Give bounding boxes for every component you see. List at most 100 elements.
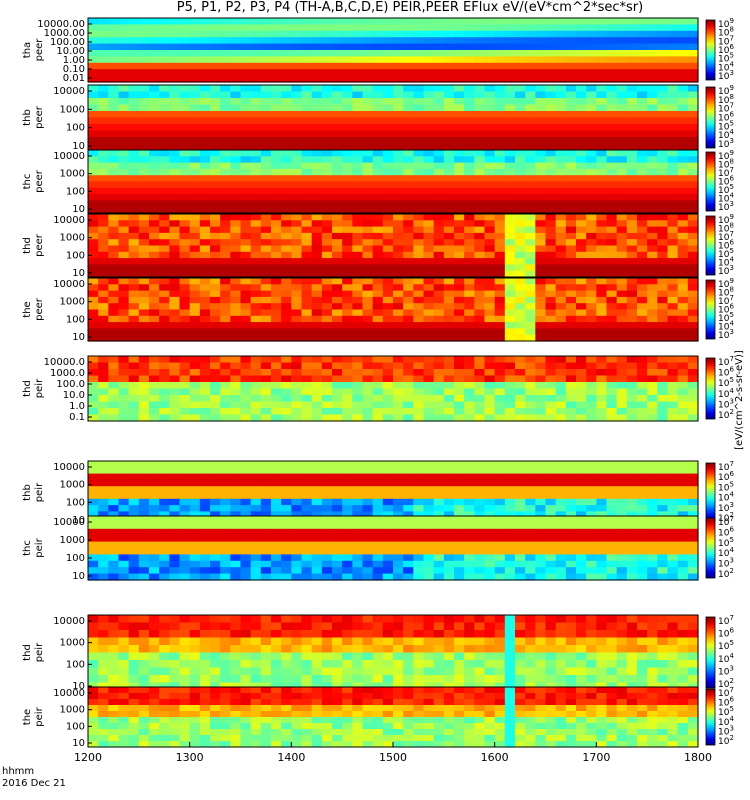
heatmap-cell — [240, 130, 252, 138]
heatmap-cell — [98, 50, 109, 57]
heatmap-cell — [179, 560, 191, 568]
heatmap-cell — [179, 270, 191, 278]
heatmap-cell — [576, 375, 587, 383]
heatmap-cell — [504, 124, 516, 132]
heatmap-cell — [626, 232, 638, 240]
heatmap-cell — [118, 541, 130, 549]
heatmap-cell — [128, 290, 140, 298]
heatmap-cell — [220, 414, 231, 422]
heatmap-cell — [423, 270, 435, 278]
heatmap-cell — [443, 303, 455, 311]
heatmap-cell — [515, 214, 526, 221]
heatmap-cell — [169, 567, 181, 575]
heatmap-cell — [138, 85, 150, 93]
y-tick-label: 100 — [66, 123, 85, 134]
heatmap-cell — [291, 226, 303, 234]
heatmap-cell — [260, 522, 272, 530]
heatmap-cell — [372, 296, 384, 304]
heatmap-cell — [555, 18, 567, 25]
heatmap-cell — [555, 75, 567, 83]
heatmap-cell — [423, 395, 435, 403]
heatmap-cell — [515, 258, 526, 265]
heatmap-cell — [108, 486, 120, 494]
heatmap-cell — [362, 206, 374, 214]
heatmap-cell — [149, 303, 160, 311]
heatmap-cell — [515, 226, 526, 234]
heatmap-cell — [98, 541, 109, 549]
heatmap-cell — [504, 251, 516, 259]
heatmap-cell — [179, 50, 191, 57]
heatmap-cell — [342, 156, 353, 164]
heatmap-cell — [433, 162, 445, 170]
heatmap-cell — [494, 69, 506, 77]
heatmap-cell — [128, 479, 140, 487]
heatmap-cell — [474, 156, 486, 164]
heatmap-cell — [108, 226, 120, 234]
colorbar-tick-label: 105 — [718, 536, 734, 549]
heatmap-cell — [301, 264, 313, 272]
heatmap-cell — [393, 369, 404, 377]
heatmap-cell — [362, 30, 374, 38]
heatmap-cell — [637, 461, 648, 468]
heatmap-cell — [545, 30, 557, 38]
heatmap-cell — [332, 264, 343, 272]
heatmap-cell — [555, 137, 567, 145]
heatmap-cell — [230, 50, 242, 57]
heatmap-cell — [433, 369, 445, 377]
heatmap-cell — [250, 356, 262, 364]
heatmap-cell — [586, 516, 597, 523]
heatmap-cell — [545, 395, 557, 403]
heatmap-cell — [169, 303, 181, 311]
heatmap-cell — [321, 143, 333, 151]
heatmap-cell — [362, 511, 374, 519]
heatmap-cell — [108, 98, 120, 106]
heatmap-cell — [240, 505, 252, 512]
heatmap-cell — [108, 408, 120, 416]
heatmap-cell — [138, 548, 150, 555]
heatmap-cell — [616, 156, 628, 164]
heatmap-cell — [250, 486, 262, 494]
heatmap-cell — [382, 528, 394, 536]
heatmap-cell — [545, 187, 557, 195]
heatmap-cell — [98, 486, 109, 494]
heatmap-cell — [271, 156, 282, 164]
heatmap-cell — [169, 50, 181, 57]
heatmap-cell — [474, 214, 486, 221]
heatmap-cell — [525, 473, 536, 481]
heatmap-cell — [494, 162, 506, 170]
heatmap-cell — [179, 356, 191, 364]
heatmap-cell — [88, 492, 99, 500]
heatmap-cell — [260, 214, 272, 221]
heatmap-cell — [281, 303, 292, 311]
heatmap-cell — [393, 516, 404, 523]
heatmap-cell — [281, 296, 292, 304]
heatmap-cell — [667, 111, 679, 119]
heatmap-cell — [423, 303, 435, 311]
colorbar-tick-label: 106 — [718, 111, 734, 124]
heatmap-cell — [535, 156, 547, 164]
heatmap-cell — [606, 567, 618, 575]
heatmap-cell — [515, 117, 526, 125]
heatmap-cell — [230, 187, 242, 195]
heatmap-cell — [687, 150, 699, 157]
heatmap-cell — [138, 75, 150, 83]
heatmap-cell — [494, 232, 506, 240]
heatmap-cell — [118, 375, 130, 383]
heatmap-cell — [443, 181, 455, 189]
heatmap-cell — [555, 560, 567, 568]
heatmap-cell — [657, 498, 669, 506]
heatmap-cell — [484, 111, 496, 119]
heatmap-cell — [647, 75, 658, 83]
heatmap-cell — [138, 117, 150, 125]
heatmap-cell — [230, 334, 242, 342]
heatmap-cell — [647, 156, 658, 164]
heatmap-cell — [220, 162, 231, 170]
heatmap-cell — [423, 486, 435, 494]
heatmap-cell — [108, 492, 120, 500]
heatmap-cell — [240, 104, 252, 112]
heatmap-cell — [199, 168, 211, 176]
heatmap-cell — [321, 258, 333, 265]
heatmap-cell — [677, 541, 689, 549]
heatmap-cell — [616, 334, 628, 342]
heatmap-cell — [210, 296, 221, 304]
